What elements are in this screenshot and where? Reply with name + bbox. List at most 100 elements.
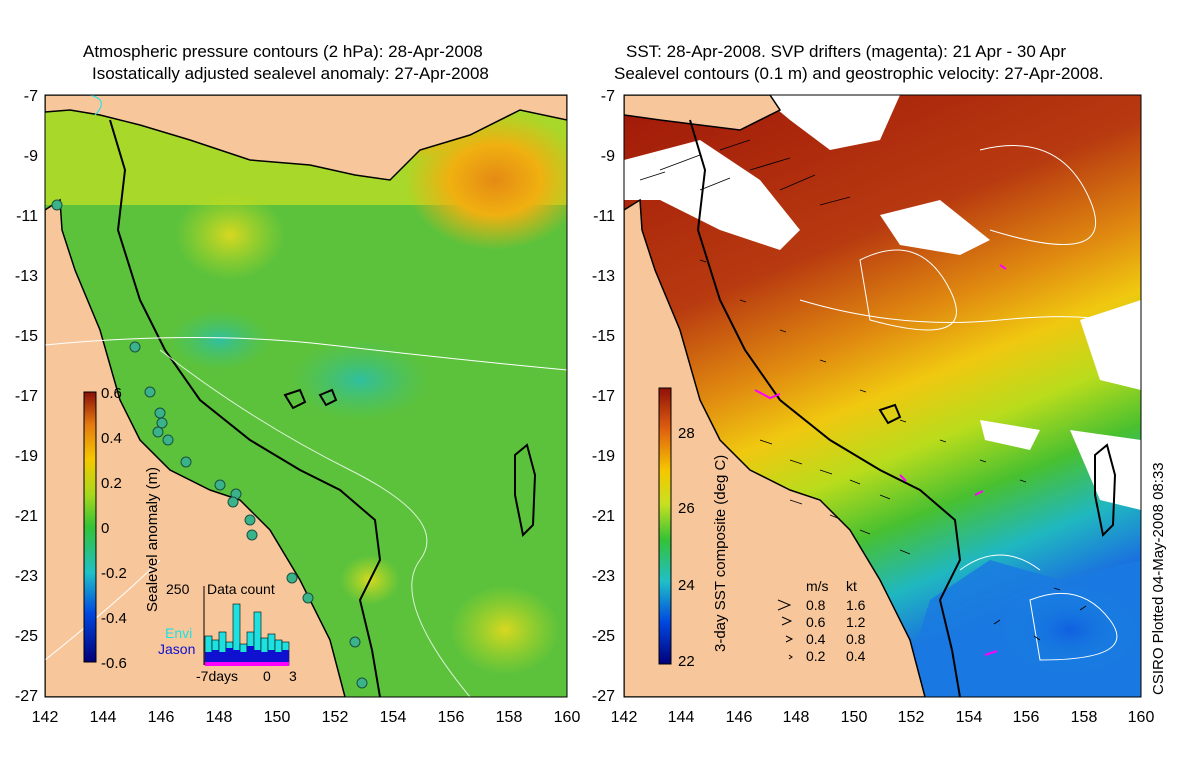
lon-tick-label: 148 <box>206 709 233 726</box>
sst-cold-eddy <box>1000 585 1140 675</box>
sla-colorbar-tick: 0.6 <box>101 385 122 402</box>
right-map-frame <box>623 94 1142 698</box>
sealevel-contour <box>859 249 957 331</box>
australia-land <box>45 198 346 697</box>
island <box>1094 443 1117 538</box>
data-count-xlabel-zero: 0 <box>263 668 271 684</box>
velocity-legend-kt: 1.2 <box>846 614 866 630</box>
sla-colorbar-label: Sealevel anomaly (m) <box>144 467 161 612</box>
left-title-line2: Isostatically adjusted sealevel anomaly:… <box>92 64 489 83</box>
lon-tick-label: 152 <box>898 709 925 726</box>
island <box>318 388 338 407</box>
sla-colorbar-tick: 0.2 <box>101 475 122 492</box>
velocity-legend-ms: 0.4 <box>806 631 826 647</box>
lat-tick-label: -27 <box>592 688 615 705</box>
right-title-line2: Sealevel contours (0.1 m) and geostrophi… <box>614 64 1104 83</box>
reef-contour <box>689 119 962 697</box>
pressure-contour <box>159 349 471 697</box>
island <box>514 443 537 538</box>
velocity-legend-ms: 0.2 <box>806 648 826 664</box>
lon-tick-label: 142 <box>611 709 638 726</box>
lon-tick-label: 160 <box>554 709 581 726</box>
left-map-frame <box>44 94 568 698</box>
lat-tick-label: -13 <box>15 268 38 285</box>
velocity-legend-ms: 0.8 <box>806 597 826 613</box>
new-guinea-land <box>45 95 567 181</box>
sealevel-contour <box>1029 592 1118 661</box>
right-title-line1: SST: 28-Apr-2008. SVP drifters (magenta)… <box>626 42 1067 61</box>
lat-tick-label: -21 <box>15 508 38 525</box>
lat-tick-label: -11 <box>16 208 38 225</box>
lat-tick-label: -25 <box>592 628 615 645</box>
velocity-legend-kt: 1.6 <box>846 597 866 613</box>
cloud-mask <box>760 95 900 150</box>
lat-tick-label: -11 <box>593 208 615 225</box>
sla-colorbar-tick: -0.4 <box>101 610 127 627</box>
lat-tick-label: -7 <box>601 88 615 105</box>
lat-tick-label: -9 <box>24 148 38 165</box>
sla-colorbar-tick: 0.4 <box>101 430 122 447</box>
right-map <box>624 95 1141 697</box>
lat-tick-label: -19 <box>592 448 615 465</box>
island <box>283 388 307 410</box>
sla-positive-patch <box>175 190 285 280</box>
sla-colorbar-tick: -0.2 <box>101 565 127 582</box>
lat-tick-label: -21 <box>592 508 615 525</box>
histogram-date-strip <box>205 662 289 666</box>
sla-negative-patch <box>170 310 270 370</box>
lat-tick-label: -19 <box>15 448 38 465</box>
velocity-legend-ms: 0.6 <box>806 614 826 630</box>
pressure-contour <box>45 337 567 371</box>
cloud-mask <box>1080 300 1141 390</box>
cloud-mask <box>624 140 800 250</box>
lat-tick-label: -15 <box>592 328 615 345</box>
lat-tick-label: -27 <box>15 688 38 705</box>
right-lon-axis: 142 144 146 148 150 152 154 156 158 160 <box>611 709 1155 726</box>
velocity-legend-kt: 0.4 <box>846 648 866 664</box>
cyan-contour <box>89 95 102 116</box>
left-lat-axis: -7 -9 -11 -13 -15 -17 -19 -21 -23 -25 -2… <box>15 88 38 705</box>
lon-tick-label: 142 <box>32 709 59 726</box>
velocity-arrow-icon <box>785 635 794 643</box>
lat-tick-label: -25 <box>15 628 38 645</box>
data-count-jason-label: Jason <box>158 641 195 657</box>
sealevel-contour <box>959 554 1041 571</box>
plot-credit: CSIRO Plotted 04-May-2008 08:33 <box>1150 462 1167 695</box>
pressure-contour <box>45 559 161 661</box>
sla-colorbar-tick: 0 <box>101 520 109 537</box>
lon-tick-label: 154 <box>380 709 407 726</box>
geostrophic-velocity-arrows <box>639 139 1087 641</box>
data-count-title: Data count <box>207 581 275 597</box>
velocity-legend-header-kt: kt <box>846 578 857 594</box>
drifter-tracks <box>754 264 1007 656</box>
lat-tick-label: -17 <box>15 388 38 405</box>
island <box>878 403 902 425</box>
sealevel-contour <box>799 299 1141 331</box>
velocity-arrow-icon <box>777 599 792 611</box>
sealevel-contour <box>979 145 1097 246</box>
lon-tick-label: 156 <box>438 709 465 726</box>
left-map <box>45 95 567 697</box>
lon-tick-label: 158 <box>1071 709 1098 726</box>
lat-tick-label: -23 <box>15 568 38 585</box>
sst-colorbar-tick: 22 <box>678 653 695 670</box>
sst-colorbar-tick: 26 <box>678 500 695 517</box>
cloud-mask <box>880 200 990 255</box>
lon-tick-label: 148 <box>783 709 810 726</box>
australia-land-sst <box>624 198 926 697</box>
lat-tick-label: -23 <box>592 568 615 585</box>
sla-colorbar-ramp <box>83 391 97 663</box>
lon-tick-label: 144 <box>668 709 695 726</box>
data-count-ymax: 250 <box>166 581 190 597</box>
lon-tick-label: 146 <box>726 709 753 726</box>
lon-tick-label: 144 <box>90 709 117 726</box>
data-count-xlabel-start: -7days <box>196 668 238 684</box>
sst-colorbar-label: 3-day SST composite (deg C) <box>712 455 729 652</box>
lon-tick-label: 146 <box>148 709 175 726</box>
velocity-arrow-icon <box>788 654 793 660</box>
lat-tick-label: -9 <box>601 148 615 165</box>
data-count-envi-label: Envi <box>165 625 192 641</box>
velocity-legend-kt: 0.8 <box>846 631 866 647</box>
lat-tick-label: -15 <box>15 328 38 345</box>
